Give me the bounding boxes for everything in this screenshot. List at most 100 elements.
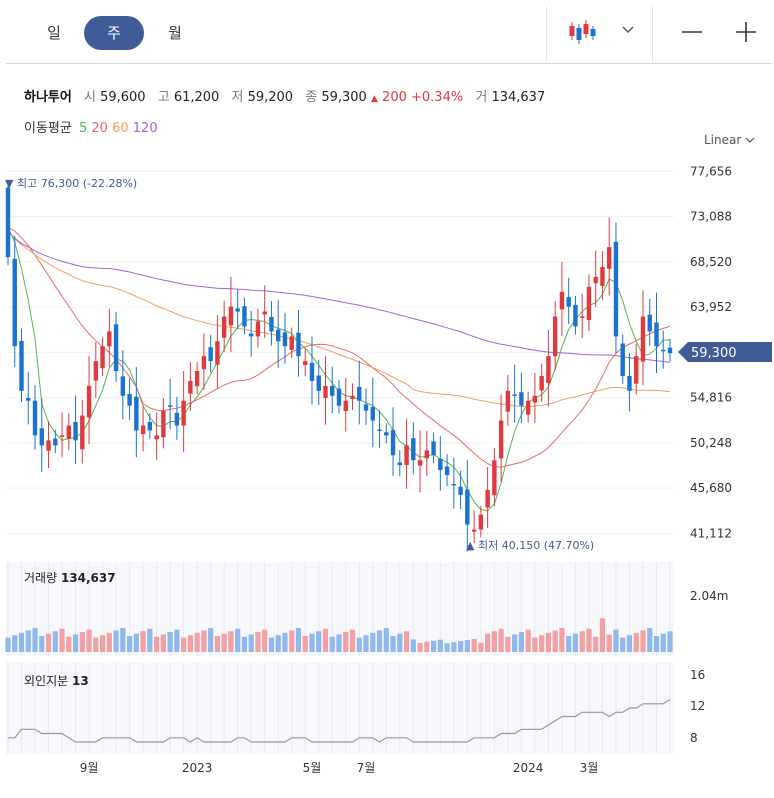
volume-bar <box>268 637 275 652</box>
y-tick-label: 50,248 <box>690 436 732 450</box>
volume-bar <box>147 628 153 652</box>
volume-bar <box>5 637 11 652</box>
volume-bar <box>457 641 464 652</box>
candle-body <box>215 341 220 365</box>
volume-bar <box>248 634 254 652</box>
tab-monthly[interactable]: 월 <box>168 24 182 42</box>
candle-body <box>336 388 342 406</box>
volume-bar <box>444 643 450 652</box>
volume-bar <box>275 635 281 652</box>
volume-bar <box>437 639 443 652</box>
current-price-value: 59,300 <box>691 346 737 361</box>
volume-bar <box>667 631 673 652</box>
candle-body <box>120 376 126 396</box>
candle-body <box>465 489 470 525</box>
volume-bar <box>626 635 633 652</box>
volume-bar <box>356 637 362 652</box>
foreign-tick: 8 <box>690 731 698 745</box>
open-label: 시 <box>83 90 96 105</box>
toolbar-divider <box>546 6 547 62</box>
candle-body <box>471 529 477 532</box>
volume-bar <box>106 632 112 652</box>
volume-label: 거 <box>475 90 488 105</box>
volume-bar <box>241 636 248 652</box>
volume-bar <box>566 636 572 652</box>
chevron-down-icon[interactable] <box>621 22 635 36</box>
volume-bar <box>201 630 207 652</box>
volume-bar <box>309 633 315 652</box>
volume-bar <box>539 635 545 652</box>
volume-bar <box>39 636 45 652</box>
volume-bar <box>512 634 518 652</box>
candle-body <box>607 247 612 269</box>
candle-body <box>532 395 538 403</box>
volume-bar <box>410 639 416 652</box>
tab-weekly[interactable]: 주 <box>84 16 144 50</box>
volume-bar <box>552 630 558 652</box>
candle-body <box>390 430 396 456</box>
scale-selector[interactable]: Linear <box>704 133 755 147</box>
volume-bar <box>79 632 85 652</box>
candle-body <box>161 410 166 438</box>
candle-body <box>559 291 565 310</box>
volume-bar <box>214 636 221 652</box>
candle-body <box>492 460 497 496</box>
candle-body <box>235 308 240 312</box>
candlestick-icon <box>569 20 596 44</box>
volume-bar <box>383 628 389 652</box>
moving-average-legend[interactable]: 이동평균 5 20 60 120 <box>24 117 158 136</box>
candle-body <box>188 380 193 394</box>
candle-body <box>255 321 261 337</box>
low-marker-text: 최저 40,150 (47.70%) <box>478 539 594 552</box>
low-label: 저 <box>231 90 244 105</box>
zoom-in-button[interactable] <box>734 20 758 44</box>
volume-bar <box>66 636 72 652</box>
candle-body <box>552 316 558 357</box>
volume-bar <box>647 628 653 652</box>
candle-body <box>140 425 146 435</box>
candle-body <box>512 394 517 396</box>
candle-body <box>411 438 416 461</box>
y-tick-label: 68,520 <box>690 255 732 269</box>
volume-bar <box>606 634 612 652</box>
candle-body <box>586 286 592 321</box>
volume-bar <box>498 628 504 652</box>
candle-body <box>424 450 430 459</box>
volume-value: 134,637 <box>491 90 546 105</box>
candle-body <box>478 514 484 530</box>
candle-body <box>194 371 200 387</box>
high-marker: ▼ 최고 76,300 (-22.28%) <box>5 177 137 190</box>
candle-body <box>417 460 423 466</box>
volume-bar <box>397 633 403 652</box>
candle-body <box>26 397 31 401</box>
volume-bar <box>620 637 626 652</box>
tab-daily[interactable]: 일 <box>47 24 61 42</box>
y-tick-label: 54,816 <box>690 391 732 405</box>
scale-label: Linear <box>704 133 742 147</box>
ma-120: 120 <box>132 121 158 136</box>
zoom-out-button[interactable] <box>680 20 704 44</box>
ma5-line <box>7 227 671 512</box>
candle-body <box>221 316 227 338</box>
candle-body <box>107 331 112 347</box>
candle-body <box>181 400 186 426</box>
foreign-ownership-line <box>8 698 671 743</box>
candle-body <box>444 466 450 476</box>
high-value: 61,200 <box>173 90 220 105</box>
x-tick-label: 9월 <box>80 761 99 775</box>
volume-bar <box>559 628 565 652</box>
volume-bar <box>363 635 369 652</box>
change-percent: +0.34% <box>411 90 464 105</box>
candlestick-type-button[interactable] <box>566 18 600 46</box>
volume-bar <box>653 636 660 652</box>
open-value: 59,600 <box>100 90 146 105</box>
volume-bar <box>113 630 119 652</box>
volume-bar <box>282 632 288 652</box>
candle-body <box>12 258 17 347</box>
volume-bar <box>640 630 646 652</box>
ma-20: 20 <box>91 121 108 136</box>
candle-body <box>167 405 173 407</box>
volume-bar <box>59 628 65 652</box>
candle-body <box>248 333 254 337</box>
